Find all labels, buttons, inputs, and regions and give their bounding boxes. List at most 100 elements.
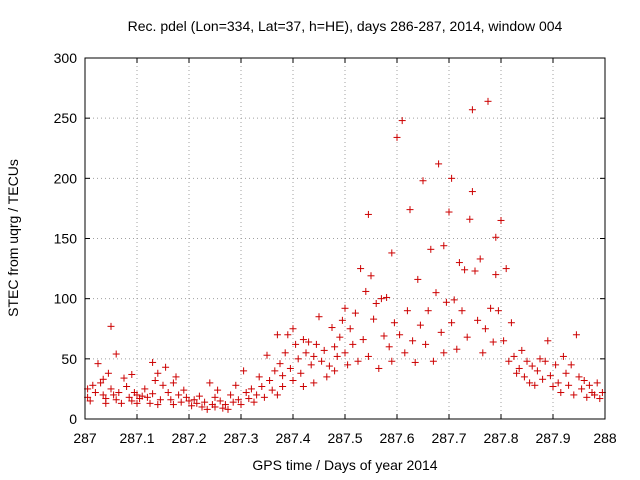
data-point <box>159 381 167 389</box>
data-point <box>232 381 240 389</box>
data-point <box>572 331 580 339</box>
data-point <box>533 367 541 375</box>
data-point <box>286 364 294 372</box>
data-point <box>409 337 417 345</box>
data-point <box>120 374 128 382</box>
data-point <box>500 337 508 345</box>
data-point <box>146 399 154 407</box>
data-point <box>297 369 305 377</box>
data-point <box>182 393 190 401</box>
data-point <box>388 249 396 257</box>
data-point <box>596 395 604 403</box>
data-point <box>437 328 445 336</box>
data-point <box>281 349 289 357</box>
data-point <box>237 401 245 409</box>
data-point <box>240 367 248 375</box>
data-point <box>515 364 523 372</box>
data-point <box>149 390 157 398</box>
data-point <box>544 337 552 345</box>
data-point <box>531 381 539 389</box>
data-point <box>440 349 448 357</box>
data-point <box>476 255 484 263</box>
data-point <box>299 336 307 344</box>
data-point <box>388 357 396 365</box>
data-point <box>234 396 242 404</box>
data-point <box>289 325 297 333</box>
data-point <box>266 376 274 384</box>
data-point <box>299 383 307 391</box>
data-point <box>364 210 372 218</box>
data-point <box>112 396 120 404</box>
data-point <box>169 379 177 387</box>
data-point <box>128 370 136 378</box>
axis-ticks <box>84 57 606 420</box>
data-point <box>169 401 177 409</box>
y-axis-label: STEC from uqrg / TECUs <box>5 159 21 317</box>
data-point <box>164 389 172 397</box>
x-tick-label: 287.2 <box>171 430 206 446</box>
data-point <box>263 351 271 359</box>
x-tick-label: 287 <box>73 430 97 446</box>
data-point <box>349 340 357 348</box>
data-point <box>445 208 453 216</box>
data-point <box>390 319 398 327</box>
data-point <box>336 333 344 341</box>
data-point <box>255 373 263 381</box>
data-point <box>273 391 281 399</box>
data-point <box>351 309 359 317</box>
data-point <box>128 397 136 405</box>
data-point <box>104 369 112 377</box>
data-point <box>455 259 463 267</box>
data-point <box>432 289 440 297</box>
data-point <box>536 355 544 363</box>
data-point <box>497 216 505 224</box>
data-point <box>141 385 149 393</box>
data-point <box>526 379 534 387</box>
data-point <box>214 386 222 394</box>
data-point <box>565 381 573 389</box>
data-point <box>89 381 97 389</box>
data-point <box>268 386 276 394</box>
data-point <box>419 177 427 185</box>
data-point <box>383 293 391 301</box>
data-point <box>177 398 185 406</box>
data-point <box>344 361 352 369</box>
data-point <box>393 133 401 141</box>
data-point <box>333 352 341 360</box>
data-point <box>279 372 287 380</box>
y-tick-label: 50 <box>61 351 77 367</box>
data-point <box>260 393 268 401</box>
data-point <box>107 385 115 393</box>
data-point <box>99 391 107 399</box>
data-point <box>229 398 237 406</box>
data-point <box>575 373 583 381</box>
data-point <box>362 287 370 295</box>
data-point <box>520 373 528 381</box>
data-point <box>484 97 492 105</box>
data-point <box>583 393 591 401</box>
data-point <box>552 361 560 369</box>
data-point <box>123 383 131 391</box>
data-point <box>198 403 206 411</box>
data-point <box>370 315 378 323</box>
data-point <box>341 304 349 312</box>
data-point <box>302 349 310 357</box>
data-point <box>448 174 456 182</box>
x-tick-labels: 287 287.1 287.2 287.3 287.4 287.5 287.6 287.7 28… <box>73 430 617 446</box>
data-point <box>162 363 170 371</box>
data-point <box>367 272 375 280</box>
data-points <box>84 97 606 413</box>
data-point <box>492 271 500 279</box>
data-point <box>323 373 331 381</box>
data-point <box>154 401 162 409</box>
data-point <box>593 379 601 387</box>
y-tick-labels: 0 50 100 150 200 250 300 <box>54 50 78 427</box>
data-point <box>541 357 549 365</box>
data-point <box>539 375 547 383</box>
data-point <box>481 325 489 333</box>
chart-title: Rec. pdel (Lon=334, Lat=37, h=HE), days … <box>128 18 563 34</box>
data-point <box>380 332 388 340</box>
data-point <box>112 350 120 358</box>
data-point <box>219 404 227 412</box>
y-tick-label: 100 <box>54 291 78 307</box>
